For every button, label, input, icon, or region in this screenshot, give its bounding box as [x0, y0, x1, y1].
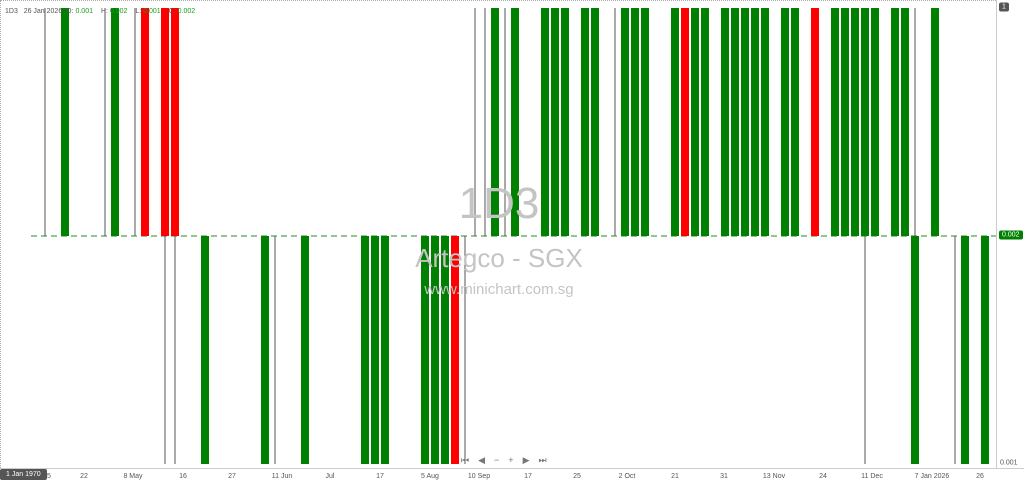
x-tick-label: 25: [573, 473, 581, 480]
candle-green: [931, 8, 939, 236]
chart-navigation: ⏮ ◀ − + ▶ ⏭: [461, 455, 547, 466]
close-label: C:: [168, 8, 176, 15]
candle-green: [851, 8, 859, 236]
zoom-out-button[interactable]: −: [494, 455, 500, 465]
candle-green: [761, 8, 769, 236]
candle-green: [61, 8, 69, 236]
low-value: 0.001: [143, 8, 161, 15]
candle-green: [491, 8, 499, 236]
ohlc-header: 1D3 26 Jan 2026 O: 0.001 H: 0.002 L: 0.0…: [5, 8, 201, 15]
x-tick-label: 10 Sep: [467, 473, 491, 480]
candle-green: [381, 236, 389, 464]
candle-green: [701, 8, 709, 236]
watermark-code: 1D3: [458, 179, 540, 228]
x-tick-label: 17: [524, 473, 532, 480]
candle-green: [841, 8, 849, 236]
candle-green: [421, 236, 429, 464]
candle-green: [751, 8, 759, 236]
candle-red: [161, 8, 169, 236]
x-tick-label: 26: [976, 473, 984, 480]
x-tick-label: 24: [819, 473, 827, 480]
x-tick-label: 17: [376, 473, 384, 480]
candle-red: [451, 236, 459, 464]
open-value: 0.001: [75, 8, 93, 15]
crosshair-date-badge: 1 Jan 1970: [0, 469, 47, 480]
close-value: 0.002: [177, 8, 196, 15]
high-label: H:: [100, 8, 108, 15]
candle-green: [541, 8, 549, 236]
candlestick-chart: [31, 8, 997, 464]
x-tick-label: 11 Dec: [861, 473, 883, 480]
candle-green: [671, 8, 679, 236]
candle-green: [551, 8, 559, 236]
candle-green: [871, 8, 879, 236]
candle-green: [201, 236, 209, 464]
x-tick-label: 27: [228, 473, 236, 480]
chart-plot-area[interactable]: 1D3 Artegco - SGX www.minichart.com.sg 1…: [0, 0, 997, 468]
y-label-top: 1: [999, 2, 1009, 12]
x-tick-label: 25: [43, 473, 51, 480]
candle-green: [911, 236, 919, 464]
candle-green: [361, 236, 369, 464]
high-value: 0.002: [109, 8, 128, 15]
low-label: L:: [135, 8, 142, 15]
candle-red: [681, 8, 689, 236]
x-tick-label: 11 Jun: [271, 473, 293, 480]
x-tick-label: 21: [671, 473, 679, 480]
symbol: 1D3: [5, 8, 18, 15]
candle-red: [141, 8, 149, 236]
candle-green: [961, 236, 969, 464]
candle-green: [431, 236, 439, 464]
watermark-name: Artegco - SGX: [415, 243, 583, 273]
candle-green: [371, 236, 379, 464]
x-tick-label: 8 May: [123, 473, 143, 480]
zoom-in-button[interactable]: +: [508, 455, 514, 465]
candle-red: [171, 8, 179, 236]
candle-green: [741, 8, 749, 236]
candle-green: [641, 8, 649, 236]
x-tick-label: 7 Jan 2026: [914, 473, 950, 480]
time-axis[interactable]: 25 22 8 May 16 27 11 Jun Jul 17 5 Aug 10 Sep 17 25 2…: [0, 468, 1024, 485]
candle-green: [861, 8, 869, 236]
last-button[interactable]: ⏭: [538, 455, 547, 465]
prev-button[interactable]: ◀: [478, 455, 486, 465]
candle-green: [981, 236, 989, 464]
candle-green: [791, 8, 799, 236]
candle-green: [831, 8, 839, 236]
candle-green: [261, 236, 269, 464]
price-axis[interactable]: 1 0.002 0.001: [996, 0, 1024, 468]
candle-green: [511, 8, 519, 236]
candle-green: [581, 8, 589, 236]
x-tick-label: 31: [720, 473, 728, 480]
x-tick-label: 2 Oct: [618, 473, 636, 480]
current-price-badge: 0.002: [999, 230, 1023, 240]
candle-green: [781, 8, 789, 236]
x-tick-label: 13 Nov: [762, 473, 786, 480]
open-label: O:: [66, 8, 74, 15]
x-tick-label: 22: [80, 473, 88, 480]
candle-red: [811, 8, 819, 236]
x-tick-label: 5 Aug: [421, 473, 439, 480]
candle-green: [591, 8, 599, 236]
candle-green: [301, 236, 309, 464]
candle-green: [731, 8, 739, 236]
candle-green: [111, 8, 119, 236]
first-button[interactable]: ⏮: [461, 455, 470, 465]
candle-green: [691, 8, 699, 236]
candle-green: [891, 8, 899, 236]
y-label-bottom: 0.001: [1000, 459, 1018, 467]
candle-green: [621, 8, 629, 236]
x-tick-label: Jul: [325, 473, 335, 480]
candle-green: [441, 236, 449, 464]
watermark-site: www.minichart.com.sg: [424, 281, 574, 298]
date: 26 Jan 2026: [23, 8, 63, 15]
candle-green: [721, 8, 729, 236]
candle-green: [901, 8, 909, 236]
candle-green: [561, 8, 569, 236]
x-tick-label: 16: [179, 473, 187, 480]
next-button[interactable]: ▶: [522, 455, 530, 465]
candle-green: [631, 8, 639, 236]
